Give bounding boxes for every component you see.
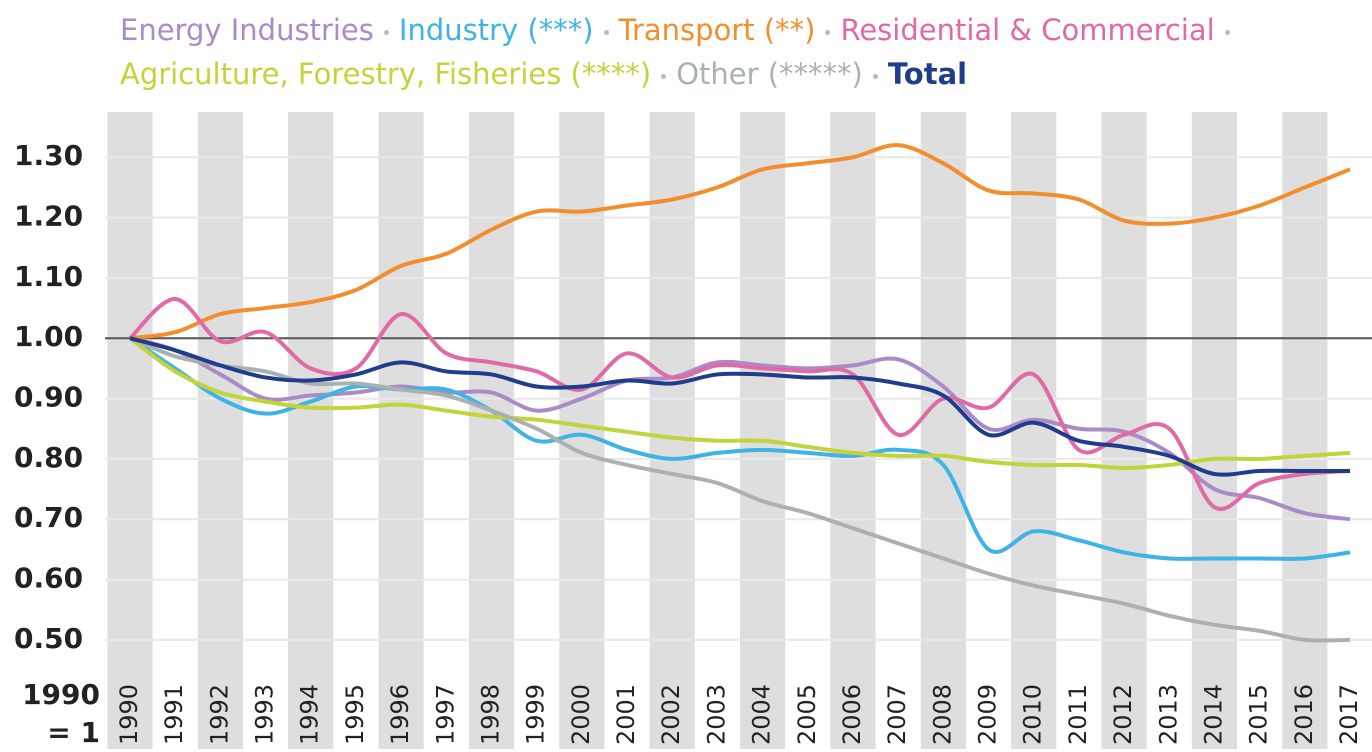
x-tick-label: 2004 [748,684,776,745]
series-line [129,336,1350,477]
legend-entry: Total [887,57,968,91]
legend-entry: Residential & Commercial [840,13,1215,47]
legend: Energy Industries Industry (***) Transport… [120,8,1360,96]
legend-separator [1224,29,1230,35]
legend-separator [603,29,609,35]
legend-separator [872,73,878,79]
column-band [830,112,876,749]
x-tick-label: 2009 [974,684,1002,745]
y-tick-label: 1.10 [14,260,83,293]
x-tick-label: 1998 [476,684,504,745]
x-tick-label: 2011 [1064,684,1092,745]
series-line [128,297,1351,511]
x-tick-label: 2013 [1154,684,1182,745]
x-tick-label: 1993 [251,684,279,745]
x-tick-label: 1991 [160,684,188,745]
column-band [197,112,243,749]
x-tick-label: 1997 [431,684,459,745]
legend-separator [661,73,667,79]
column-band [288,112,334,749]
legend-separator [825,29,831,35]
x-tick-label: 1999 [522,684,550,745]
x-tick-label: 2012 [1109,684,1137,745]
column-band [1011,112,1057,749]
x-tick-label: 2015 [1245,684,1273,745]
series-line [128,336,1351,470]
x-tick-label: 2016 [1290,684,1318,745]
x-tick-label: 2007 [883,684,911,745]
x-tick-label: 1990 [115,684,143,745]
legend-entry: Energy Industries [120,13,374,47]
series-line [129,336,1351,643]
column-band [468,112,515,749]
y-tick-label: 0.60 [14,562,83,595]
axis-note: 1990 = 1 [22,678,100,749]
legend-entry: Industry (***) [398,13,594,47]
x-tick-label: 2001 [612,684,640,745]
column-band [107,112,153,749]
x-tick-label: 1995 [341,684,369,745]
legend-separator [383,29,389,35]
x-tick-label: 1996 [386,684,414,745]
legend-entry: Agriculture, Forestry, Fisheries (****) [120,57,652,91]
y-tick-label: 0.90 [14,381,83,414]
x-tick-label: 2017 [1335,684,1363,745]
y-tick-label: 0.70 [14,501,83,534]
x-tick-label: 1992 [205,684,233,745]
column-band [649,112,695,749]
series-line [128,336,1351,561]
y-tick-label: 0.80 [14,441,83,474]
x-tick-label: 2005 [793,684,821,745]
column-band [1282,112,1328,749]
series-line [129,143,1351,341]
legend-entry: Transport (**) [618,13,816,47]
y-tick-label: 1.20 [14,200,83,233]
x-tick-label: 2000 [567,684,595,745]
legend-entry: Other (*****) [676,57,863,91]
x-tick-label: 2006 [838,684,866,745]
x-tick-label: 2010 [1019,684,1047,745]
x-tick-label: 1994 [296,684,324,745]
x-tick-label: 2003 [702,684,730,745]
y-tick-label: 0.50 [14,622,83,655]
column-band [740,112,786,749]
y-tick-label: 1.30 [14,139,83,172]
column-band [559,112,605,749]
column-band [1191,112,1238,749]
y-tick-label: 1.00 [14,320,83,353]
column-band [920,112,966,749]
x-tick-label: 2014 [1199,684,1227,745]
column-band [378,112,424,749]
x-tick-label: 2002 [657,684,685,745]
x-tick-label: 2008 [928,684,956,745]
